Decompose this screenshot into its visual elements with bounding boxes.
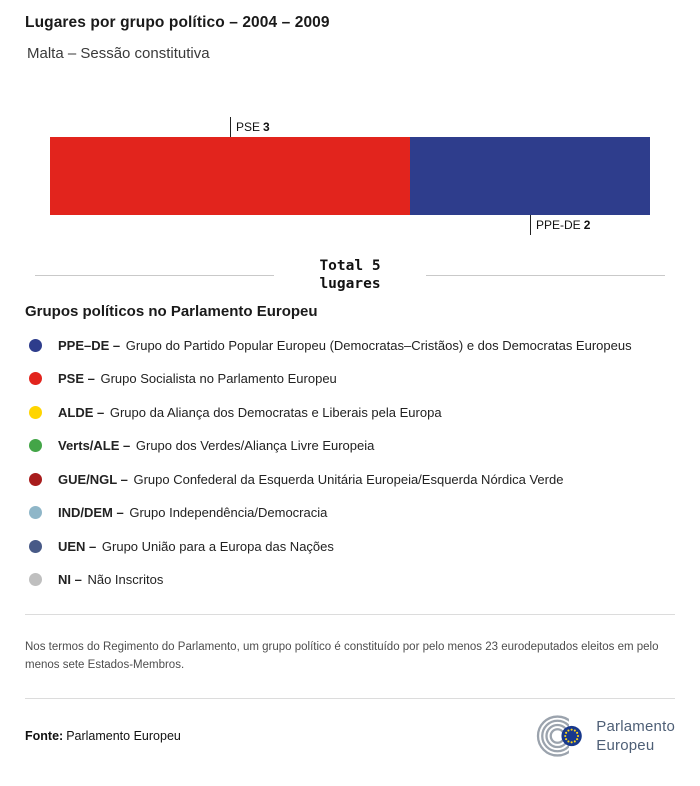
logo-wordmark-line1: Parlamento xyxy=(596,717,675,735)
legend-item-7: NI – Não Inscritos xyxy=(25,563,675,597)
legend-dot xyxy=(29,573,42,586)
callout-PPE-DE: PPE-DE 2 xyxy=(530,215,590,235)
legend-dot xyxy=(29,372,42,385)
legend-dot xyxy=(29,506,42,519)
stacked-bar xyxy=(50,137,650,215)
legend-item-3: Verts/ALE – Grupo dos Verdes/Aliança Liv… xyxy=(25,429,675,463)
legend-dot xyxy=(29,539,42,553)
total-line2: lugares xyxy=(319,276,381,293)
total-rule-left xyxy=(35,274,275,276)
legend-label: GUE/NGL – Grupo Confederal da Esquerda U… xyxy=(58,471,564,487)
legend-label: NI – Não Inscritos xyxy=(58,572,164,587)
page-title: Lugares por grupo político – 2004 – 2009 xyxy=(25,14,330,31)
legend-item-0: PPE–DE – Grupo do Partido Popular Europe… xyxy=(25,328,675,362)
legend-label: PSE – Grupo Socialista no Parlamento Eur… xyxy=(58,371,337,386)
legend-label: UEN – Grupo União para a Europa das Naçõ… xyxy=(58,538,334,554)
logo-wordmark-line2: Europeu xyxy=(596,737,655,755)
legend-item-1: PSE – Grupo Socialista no Parlamento Eur… xyxy=(25,362,675,396)
callout-label: PPE-DE 2 xyxy=(536,218,591,232)
parliament-hemicycle-icon xyxy=(537,713,588,760)
legend-label: Verts/ALE – Grupo dos Verdes/Aliança Liv… xyxy=(58,438,375,453)
legend-dot xyxy=(29,405,42,419)
divider-top xyxy=(25,614,675,616)
legend-label: IND/DEM – Grupo Independência/Democracia xyxy=(58,505,328,520)
callout-label: PSE 3 xyxy=(236,120,270,134)
callout-PSE: PSE 3 xyxy=(230,117,270,137)
total-line1: Total 5 xyxy=(319,258,381,274)
legend-section: Grupos políticos no Parlamento Europeu P… xyxy=(25,303,675,596)
bar-wrap: PSE 3 PPE-DE 2 xyxy=(50,117,650,235)
legend-item-5: IND/DEM – Grupo Independência/Democracia xyxy=(25,496,675,530)
source-line: Fonte: Parlamento Europeu xyxy=(25,729,181,743)
eu-flag-icon xyxy=(561,725,583,747)
legend-item-6: UEN – Grupo União para a Europa das Naçõ… xyxy=(25,529,675,563)
divider-bottom xyxy=(25,698,675,700)
logo-wordmark: Parlamento Europeu xyxy=(596,717,675,756)
legend-item-4: GUE/NGL – Grupo Confederal da Esquerda U… xyxy=(25,462,675,496)
legend-item-2: ALDE – Grupo da Aliança dos Democratas e… xyxy=(25,395,675,429)
legend-label: PPE–DE – Grupo do Partido Popular Europe… xyxy=(58,337,632,353)
legend-heading: Grupos políticos no Parlamento Europeu xyxy=(25,303,318,321)
seats-chart: PSE 3 PPE-DE 2 Total 5 lugares xyxy=(25,117,675,293)
legend-dot xyxy=(29,439,42,452)
european-parliament-logo: Parlamento Europeu xyxy=(534,713,675,760)
legend-dot xyxy=(29,338,42,352)
bar-segment-PSE xyxy=(50,137,410,215)
total-rule-right xyxy=(425,274,666,276)
source-label: Fonte: xyxy=(25,729,64,744)
legend-dot xyxy=(29,472,42,486)
legend-list: PPE–DE – Grupo do Partido Popular Europe… xyxy=(25,328,675,596)
footnote-text: Nos termos do Regimento do Parlamento, u… xyxy=(25,640,659,672)
total-label: Total 5 lugares xyxy=(319,257,380,293)
page-subtitle: Malta – Sessão constitutiva xyxy=(27,45,210,62)
source-value: Parlamento Europeu xyxy=(66,729,181,744)
footer: Fonte: Parlamento Europeu xyxy=(25,699,675,760)
total-row: Total 5 lugares xyxy=(35,257,666,293)
legend-label: ALDE – Grupo da Aliança dos Democratas e… xyxy=(58,404,442,420)
bar-segment-PPE-DE xyxy=(410,137,650,215)
